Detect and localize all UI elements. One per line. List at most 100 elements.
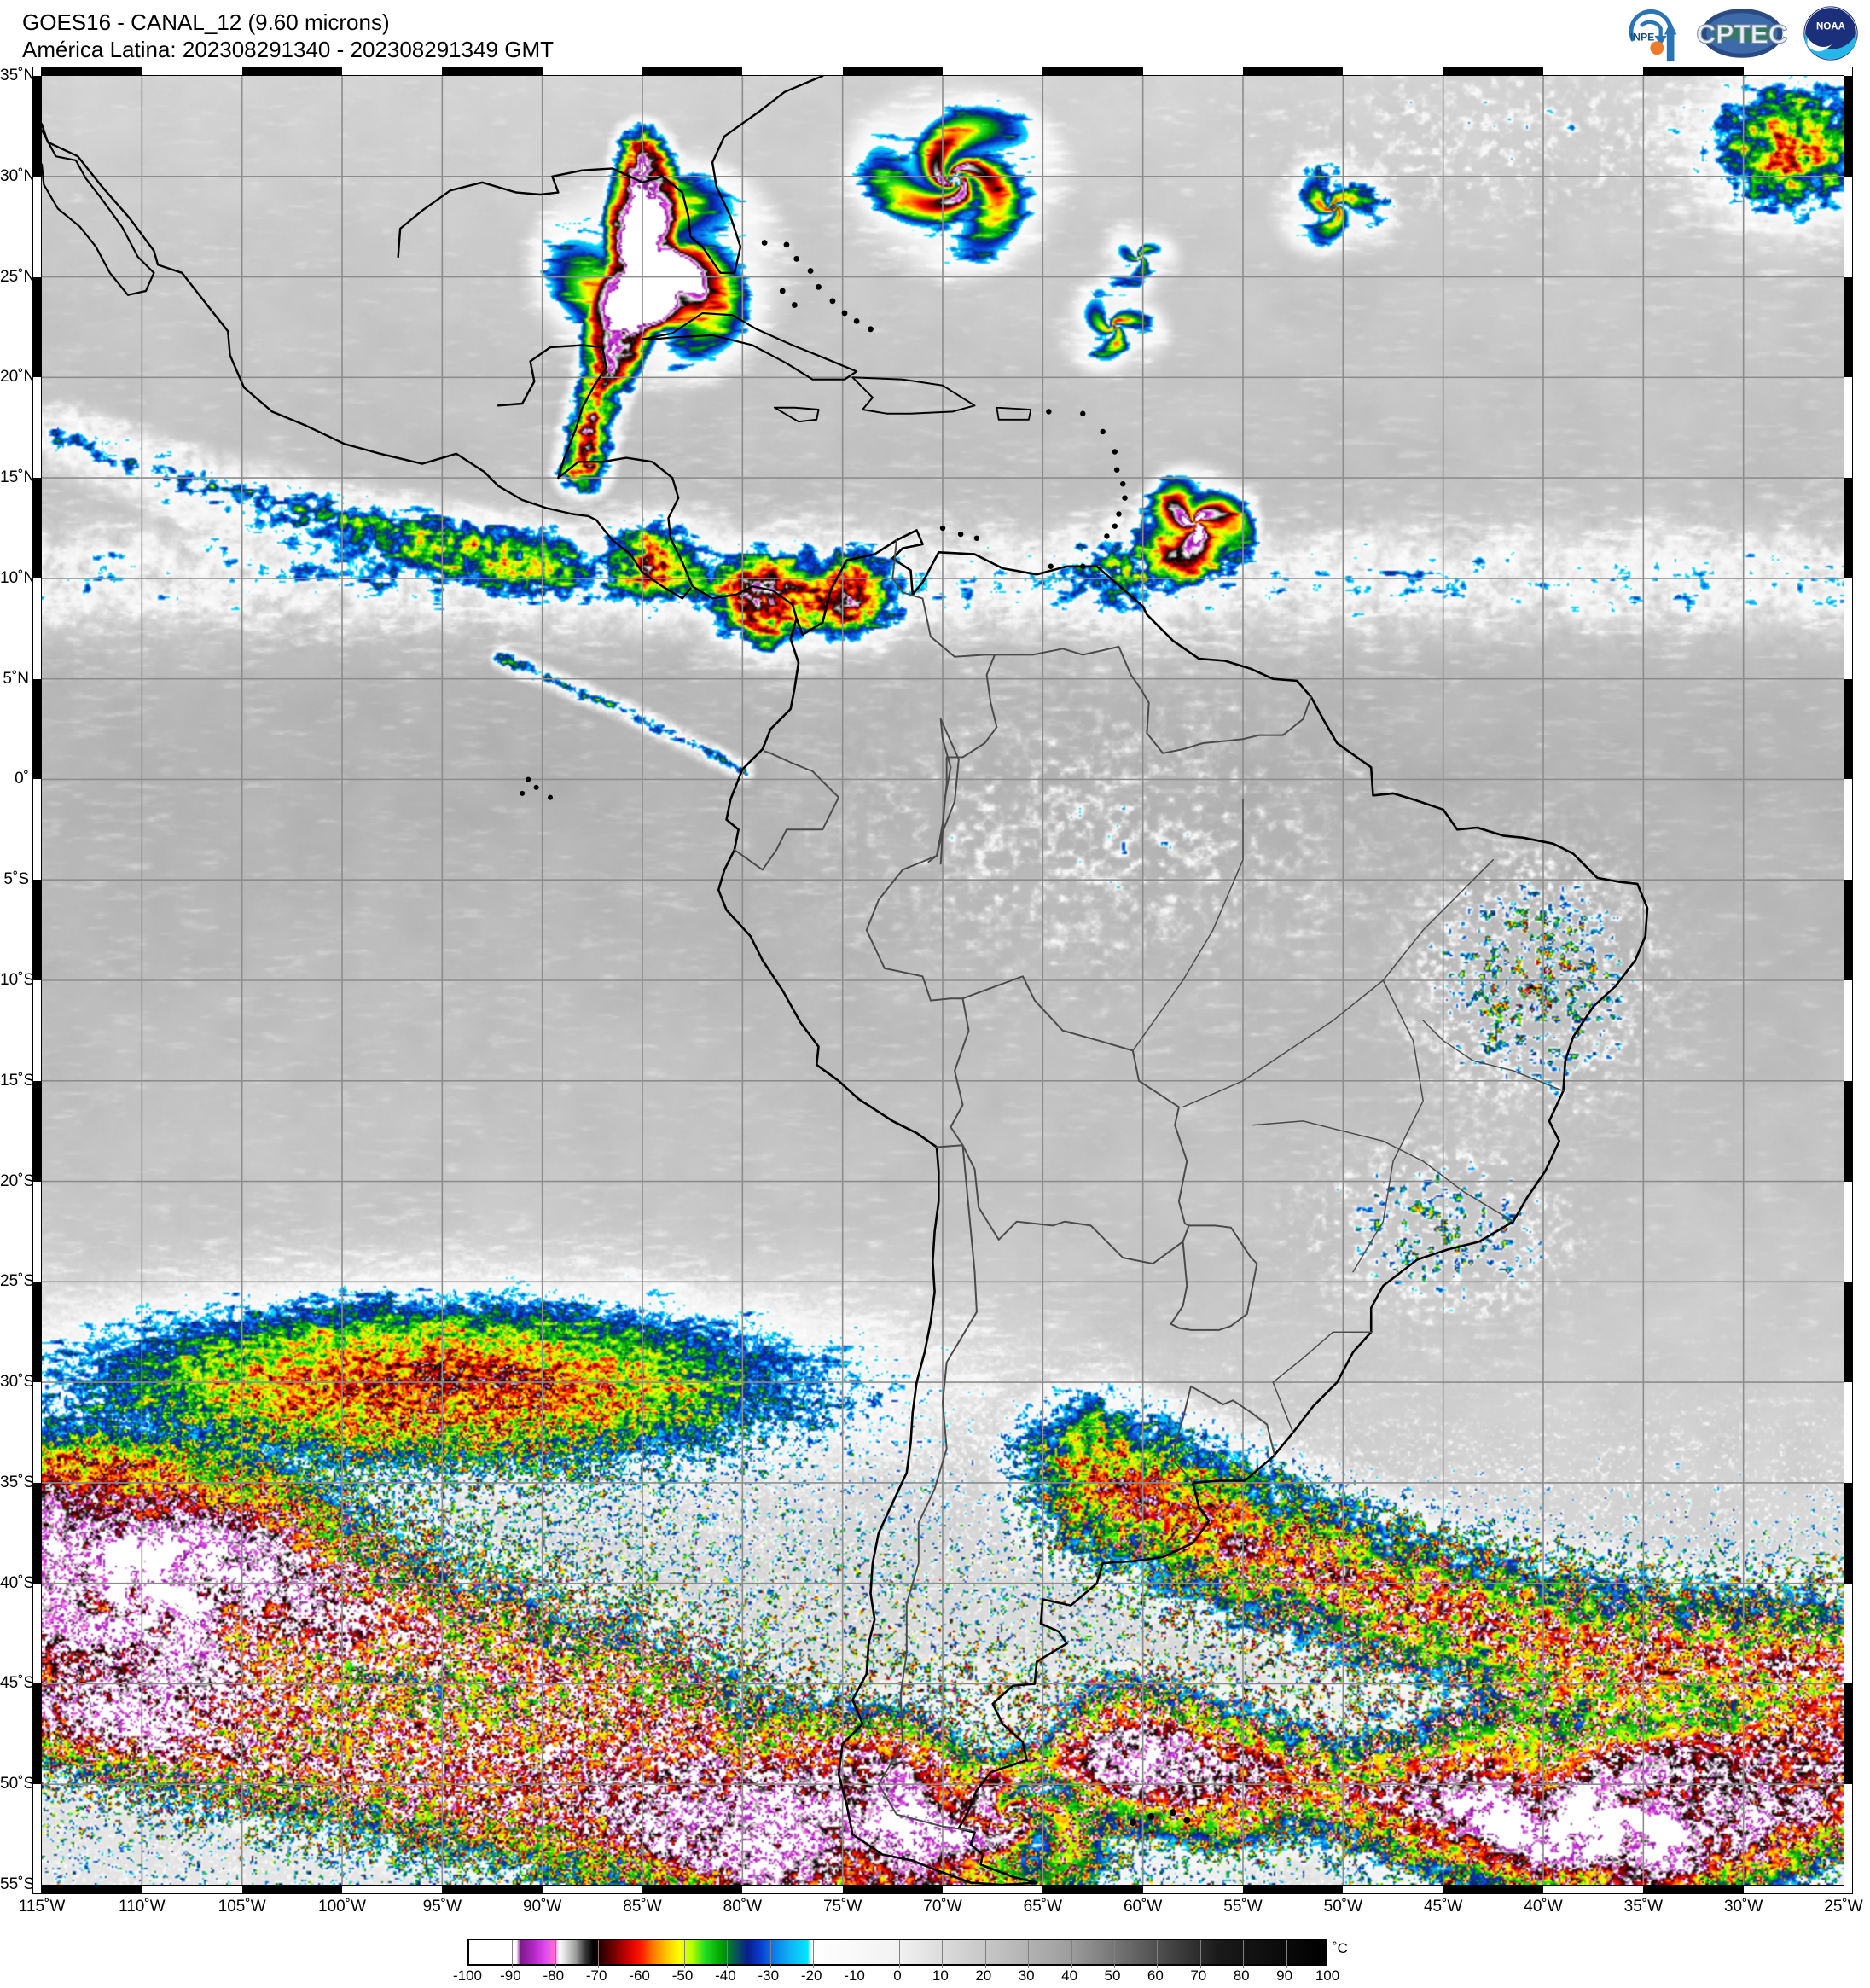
colorbar-tick-label: 70 <box>1190 1968 1207 1984</box>
lon-tick-label: 115˚W <box>18 1898 66 1915</box>
colorbar-tick-label: -80 <box>543 1968 565 1984</box>
lon-tick-label: 90˚W <box>522 1898 562 1915</box>
colorbar-tick-label: -30 <box>758 1968 780 1984</box>
colorbar-tick-label: 90 <box>1276 1968 1293 1984</box>
lat-tick-label: 50˚S <box>0 1775 35 1793</box>
svg-text:CPTEC: CPTEC <box>1696 19 1787 49</box>
lon-tick-label: 50˚W <box>1323 1898 1363 1915</box>
lat-tick-label: 25˚N <box>0 267 36 286</box>
colorbar-tick <box>899 1940 900 1968</box>
lon-tick-label: 40˚W <box>1524 1898 1563 1915</box>
map-image-area[interactable] <box>42 76 1844 1885</box>
lon-tick-label: 85˚W <box>623 1898 662 1915</box>
colorbar-tick <box>684 1940 685 1968</box>
logo-row: INPE CPTEC NOAA <box>1623 2 1861 65</box>
page-header: GOES16 - CANAL_12 (9.60 microns) América… <box>0 0 1870 67</box>
graticule-grid <box>42 76 1844 1885</box>
colorbar-ticks <box>469 1940 1329 1968</box>
colorbar-gradient-fill <box>469 1940 1326 1964</box>
lon-tick-label: 80˚W <box>723 1898 763 1915</box>
longitude-axis: 115˚W 110˚W 105˚W 100˚W 95˚W 90˚W 85˚W 80˚W 75˚W… <box>19 1898 1863 1921</box>
map-frame-bottom <box>32 1885 1853 1894</box>
inpe-logo: INPE <box>1629 9 1677 62</box>
colorbar-tick-label: 100 <box>1315 1968 1340 1984</box>
colorbar-tick-label: -90 <box>500 1968 521 1984</box>
lat-tick-label: 35˚N <box>0 67 36 84</box>
title-block: GOES16 - CANAL_12 (9.60 microns) América… <box>22 9 554 63</box>
lat-tick-label: 30˚N <box>0 166 36 185</box>
colorbar-tick-label: 40 <box>1061 1968 1078 1984</box>
colorbar-tick-label: 60 <box>1147 1968 1164 1984</box>
colorbar-tick <box>1199 1940 1201 1968</box>
lat-tick-label: 45˚S <box>0 1674 35 1693</box>
colorbar-tick <box>813 1940 815 1968</box>
latitude-axis: 35˚N 30˚N 25˚N 20˚N 15˚N 10˚N 5˚N 0˚ 5˚S 10˚S 15˚S… <box>0 67 36 1894</box>
lon-tick-label: 95˚W <box>422 1898 462 1915</box>
colorbar-tick-label: -70 <box>585 1968 607 1984</box>
lat-tick-label: 15˚N <box>0 468 36 487</box>
colorbar-tick-label: -50 <box>671 1968 694 1984</box>
colorbar-gradient <box>468 1939 1329 1968</box>
noaa-logo: NOAA <box>1801 3 1861 63</box>
colorbar-tick-label: -20 <box>800 1968 822 1984</box>
colorbar-tick <box>1028 1940 1030 1968</box>
lat-tick-label: 40˚S <box>0 1573 35 1592</box>
colorbar-tick-label: 30 <box>1018 1968 1035 1984</box>
lon-tick-label: 105˚W <box>218 1898 266 1915</box>
lat-tick-label: 35˚S <box>0 1473 35 1491</box>
lon-tick-label: 60˚W <box>1123 1898 1163 1915</box>
map-frame-right <box>1844 67 1853 1894</box>
lon-tick-label: 55˚W <box>1223 1898 1263 1915</box>
lon-tick-label: 110˚W <box>119 1898 166 1915</box>
lat-tick-label: 5˚N <box>3 669 29 688</box>
lat-tick-label: 10˚S <box>0 971 35 989</box>
colorbar-tick <box>1243 1940 1245 1968</box>
colorbar-tick <box>769 1940 771 1968</box>
lat-tick-label: 10˚N <box>0 568 36 587</box>
page-title: GOES16 - CANAL_12 (9.60 microns) <box>22 9 390 35</box>
lon-tick-label: 70˚W <box>923 1898 962 1915</box>
colorbar-tick-labels: -100 -90 -80 -70 -60 -50 -40 -30 -20 -10 0 10 20 30 40… <box>453 1968 1339 1988</box>
colorbar: -100 -90 -80 -70 -60 -50 -40 -30 -20 -10 0 10 20 30 40… <box>453 1939 1348 1988</box>
colorbar-tick <box>598 1940 600 1968</box>
colorbar-tick-label: -100 <box>452 1968 483 1984</box>
colorbar-tick <box>942 1940 944 1968</box>
lat-tick-label: 20˚N <box>0 368 36 387</box>
map-frame-top <box>32 67 1853 76</box>
coastline-overlay <box>42 76 1649 1885</box>
colorbar-tick-label: -60 <box>629 1968 650 1984</box>
colorbar-tick-label: 50 <box>1104 1968 1121 1984</box>
colorbar-tick-label: 80 <box>1233 1968 1250 1984</box>
colorbar-tick <box>1157 1940 1159 1968</box>
colorbar-tick-label: 0 <box>893 1968 902 1984</box>
colorbar-tick <box>1286 1940 1287 1968</box>
page-subtitle: América Latina: 202308291340 - 202308291… <box>22 37 554 62</box>
lat-tick-label: 15˚S <box>0 1071 35 1090</box>
colorbar-tick-label: -10 <box>844 1968 865 1984</box>
colorbar-tick-label: -40 <box>715 1968 736 1984</box>
svg-text:INPE: INPE <box>1630 32 1655 44</box>
colorbar-tick-label: 10 <box>932 1968 949 1984</box>
colorbar-tick <box>1071 1940 1072 1968</box>
lon-tick-label: 75˚W <box>822 1898 862 1915</box>
satellite-map[interactable] <box>32 67 1853 1894</box>
lon-tick-label: 25˚W <box>1824 1898 1863 1915</box>
lon-tick-label: 30˚W <box>1723 1898 1763 1915</box>
map-frame-left <box>32 67 42 1894</box>
lon-tick-label: 100˚W <box>318 1898 366 1915</box>
colorbar-tick <box>555 1940 556 1968</box>
lat-tick-label: 0˚ <box>15 770 29 788</box>
lat-tick-label: 20˚S <box>0 1171 35 1190</box>
colorbar-unit-label: ˚C <box>1333 1940 1348 1956</box>
lat-tick-label: 55˚S <box>0 1875 35 1893</box>
lon-tick-label: 35˚W <box>1623 1898 1664 1915</box>
lat-tick-label: 5˚S <box>3 870 29 889</box>
lat-tick-label: 30˚S <box>0 1373 35 1392</box>
svg-text:NOAA: NOAA <box>1816 22 1846 32</box>
colorbar-tick <box>1114 1940 1115 1968</box>
lat-tick-label: 25˚S <box>0 1272 35 1291</box>
lon-tick-label: 65˚W <box>1023 1898 1063 1915</box>
colorbar-tick <box>984 1940 986 1968</box>
colorbar-tick <box>727 1940 729 1968</box>
colorbar-tick <box>512 1940 514 1968</box>
